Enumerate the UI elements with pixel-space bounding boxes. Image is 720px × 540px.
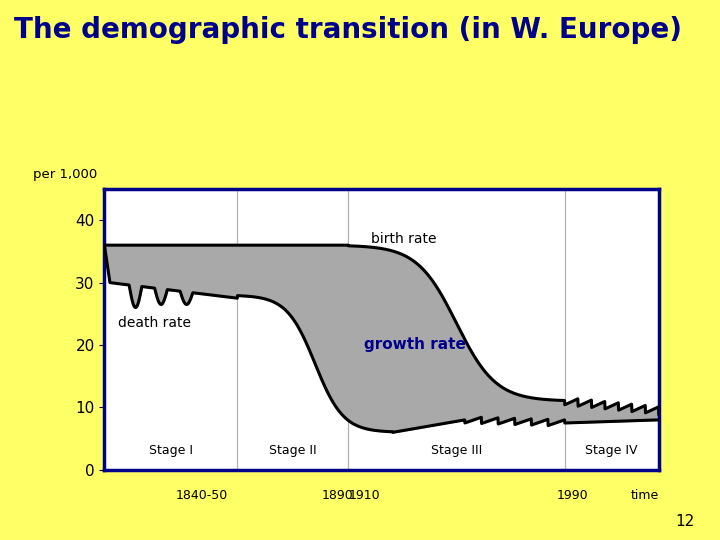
Text: 12: 12 xyxy=(675,514,695,529)
Text: Stage II: Stage II xyxy=(269,444,317,457)
Text: per 1,000: per 1,000 xyxy=(33,168,97,181)
Text: death rate: death rate xyxy=(118,316,192,330)
Text: time: time xyxy=(631,489,659,502)
Text: 1840-50: 1840-50 xyxy=(175,489,228,502)
Text: birth rate: birth rate xyxy=(371,232,436,246)
Text: 1890: 1890 xyxy=(321,489,353,502)
Text: Stage IV: Stage IV xyxy=(585,444,638,457)
Text: Stage III: Stage III xyxy=(431,444,482,457)
Text: 1910: 1910 xyxy=(349,489,381,502)
Text: The demographic transition (in W. Europe): The demographic transition (in W. Europe… xyxy=(14,16,683,44)
Text: growth rate: growth rate xyxy=(364,338,466,353)
Text: Stage I: Stage I xyxy=(149,444,193,457)
Text: 1990: 1990 xyxy=(557,489,589,502)
